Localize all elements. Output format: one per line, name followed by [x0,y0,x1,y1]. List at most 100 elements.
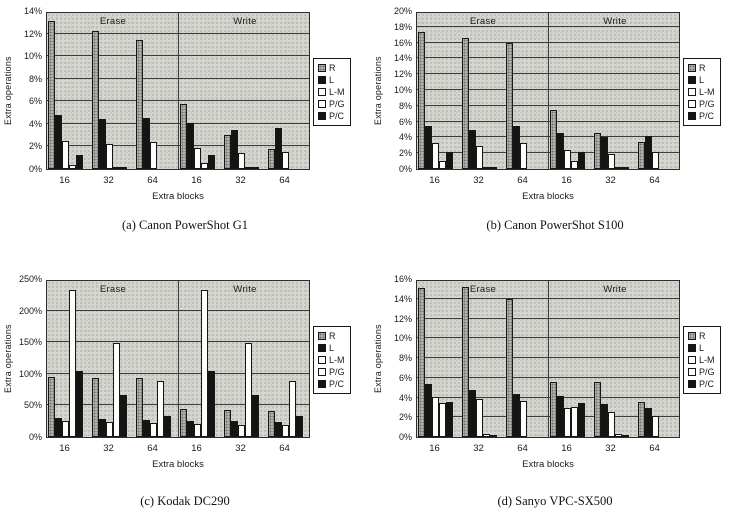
x-tick-label: 64 [649,175,660,186]
x-tick-label: 16 [561,443,572,454]
bar-l [645,135,652,169]
bar-l-m [238,425,245,437]
x-tick-label: 64 [279,175,290,186]
legend-item: P/C [688,110,715,122]
bar-p-g [245,167,252,169]
gridline [417,89,679,90]
bar-l-m [282,151,289,169]
bar-l-m [476,398,483,437]
legend-item: R [318,330,345,342]
gridline [417,41,679,43]
y-tick-label: 8% [398,100,412,111]
legend-swatch-l [688,76,696,84]
bar-l [143,118,150,169]
bar-p-g [69,290,76,437]
legend-swatch-p-g [688,368,696,376]
gridline [417,317,679,319]
legend-swatch-l-m [688,356,696,364]
legend: R L L-M P/G P/C [313,58,351,126]
legend-label: L [329,75,335,85]
y-tick-label: 12% [23,28,42,39]
legend-swatch-p-c [318,112,326,120]
legend-swatch-l [688,344,696,352]
x-tick-label: 32 [235,175,246,186]
gridline [417,396,679,398]
gridline [47,122,309,124]
bar-l [231,421,238,437]
section-label-write: Write [233,284,257,295]
bar-l-m [194,147,201,169]
bar-p-g [245,343,252,437]
bar-l [231,129,238,169]
chart-panel-b: Extra operations 0% 2% 4% 6% 8% 10% 12% 14% 16% 1… [370,0,740,265]
bar-l [99,419,106,437]
bar-p-g [571,407,578,437]
bar-p-c [252,167,259,169]
gridline [47,100,309,102]
bar-p-c [490,434,497,437]
y-tick-label: 100% [18,368,42,379]
bar-p-c [578,403,585,437]
chart-panel-d: Extra operations 0% 2% 4% 6% 8% 10% 12% 14% 16% … [370,268,740,531]
x-tick-label: 16 [429,443,440,454]
y-tick-label: 200% [18,305,42,316]
bar-l-m [476,146,483,169]
bar-l [425,383,432,437]
y-tick-label: 4% [28,118,42,129]
y-tick-label: 4% [398,132,412,143]
legend-swatch-l [318,344,326,352]
plot-area: Erase Write [416,280,680,438]
bar-r [638,142,645,169]
legend-swatch-r [318,64,326,72]
legend-swatch-p-c [688,380,696,388]
y-tick-label: 0% [398,432,412,442]
legend-label: L [699,75,705,85]
legend-label: P/C [699,379,715,389]
gridline [47,77,309,79]
y-tick-label: 2% [398,148,412,159]
legend-item: L [318,74,345,86]
bar-l-m [608,412,615,437]
bar-p-g [483,434,490,437]
x-tick-label: 16 [59,175,70,186]
bar-p-g [615,167,622,169]
bar-r [594,381,601,437]
legend-item: P/G [688,98,715,110]
y-tick-label: 20% [393,6,412,16]
bar-l-m [150,141,157,169]
y-tick-label: 6% [28,96,42,107]
bar-r [418,287,425,437]
bar-p-g [113,167,120,169]
bar-p-g [113,343,120,437]
bar-l [55,418,62,437]
chart-caption: (c) Kodak DC290 [140,494,230,508]
legend-swatch-l-m [318,88,326,96]
bar-l [143,419,150,437]
section-label-erase: Erase [99,16,127,27]
x-axis-title: Extra blocks [522,459,574,470]
y-axis-tick-labels: 0% 2% 4% 6% 8% 10% 12% 14% 16% 18% 20% [370,6,412,174]
bar-r [550,109,557,169]
bar-l [513,126,520,169]
bar-l [99,119,106,169]
bar-l-m [62,140,69,169]
plot-area: Erase Write [416,12,680,170]
y-tick-label: 0% [28,432,42,442]
section-divider-line [548,13,549,169]
section-label-write: Write [233,16,257,27]
legend-item: P/C [318,110,345,122]
legend-label: P/G [699,99,715,109]
x-tick-label: 32 [103,175,114,186]
bar-l [557,395,564,437]
bar-l-m [608,154,615,169]
legend-swatch-l [318,76,326,84]
legend-label: L [699,343,705,353]
y-tick-label: 4% [398,392,412,403]
chart-caption: (a) Canon PowerShot G1 [121,218,249,232]
y-tick-label: 250% [18,274,42,284]
bar-l-m [238,153,245,169]
gridline [417,120,679,122]
bar-l-m [564,150,571,169]
y-tick-label: 8% [398,353,412,363]
